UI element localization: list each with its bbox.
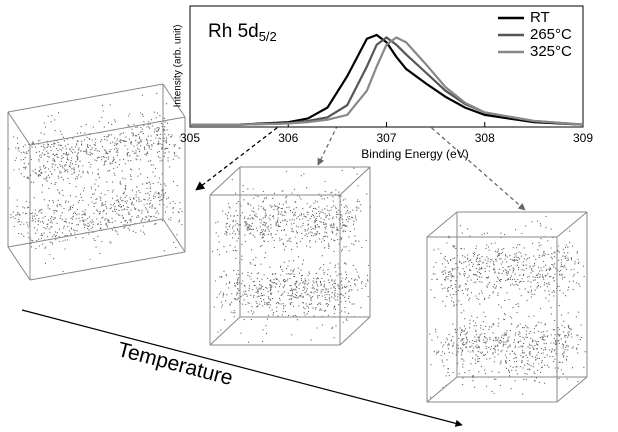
box-edge [556,376,588,403]
box-edge [7,111,31,146]
atom-boxes [7,83,588,403]
legend-label: 265°C [530,26,572,43]
box-edge [29,251,186,281]
box-edge [426,376,458,403]
box-edge [162,83,186,118]
box-edge [209,166,241,196]
atoms [8,92,183,273]
temperature-axis [21,309,463,427]
legend-label: RT [530,9,550,26]
box-edge [339,316,371,346]
title-subscript: 5/2 [259,29,277,44]
box-edge [7,218,164,248]
x-tick-label: 309 [573,131,593,145]
y-axis-label: Intensity (arb. unit) [173,25,184,108]
box-edge [29,116,186,146]
chart-title: Rh 5d5/2 [208,21,277,44]
legend-label: 325°C [530,43,572,60]
x-axis-label: Binding Energy (eV) [361,147,468,161]
box-edge [7,83,164,113]
arrow [317,99,351,166]
box-edge [556,211,588,238]
atoms [212,167,371,343]
box-edge [7,246,31,281]
series-line [190,33,584,126]
box-edge [339,166,371,196]
title-main: Rh 5d [208,21,259,42]
x-tick-label: 307 [376,131,396,145]
atoms [429,215,588,398]
box-edge [426,211,458,238]
x-tick-label: 305 [180,131,200,145]
box-edge [162,218,186,253]
temperature-label: Temperature [115,338,235,390]
box-edge [209,316,241,346]
arrow [195,67,356,191]
x-tick-label: 306 [278,131,298,145]
series-line [190,36,584,126]
plot-frame [189,5,584,128]
x-tick-label: 308 [475,131,495,145]
